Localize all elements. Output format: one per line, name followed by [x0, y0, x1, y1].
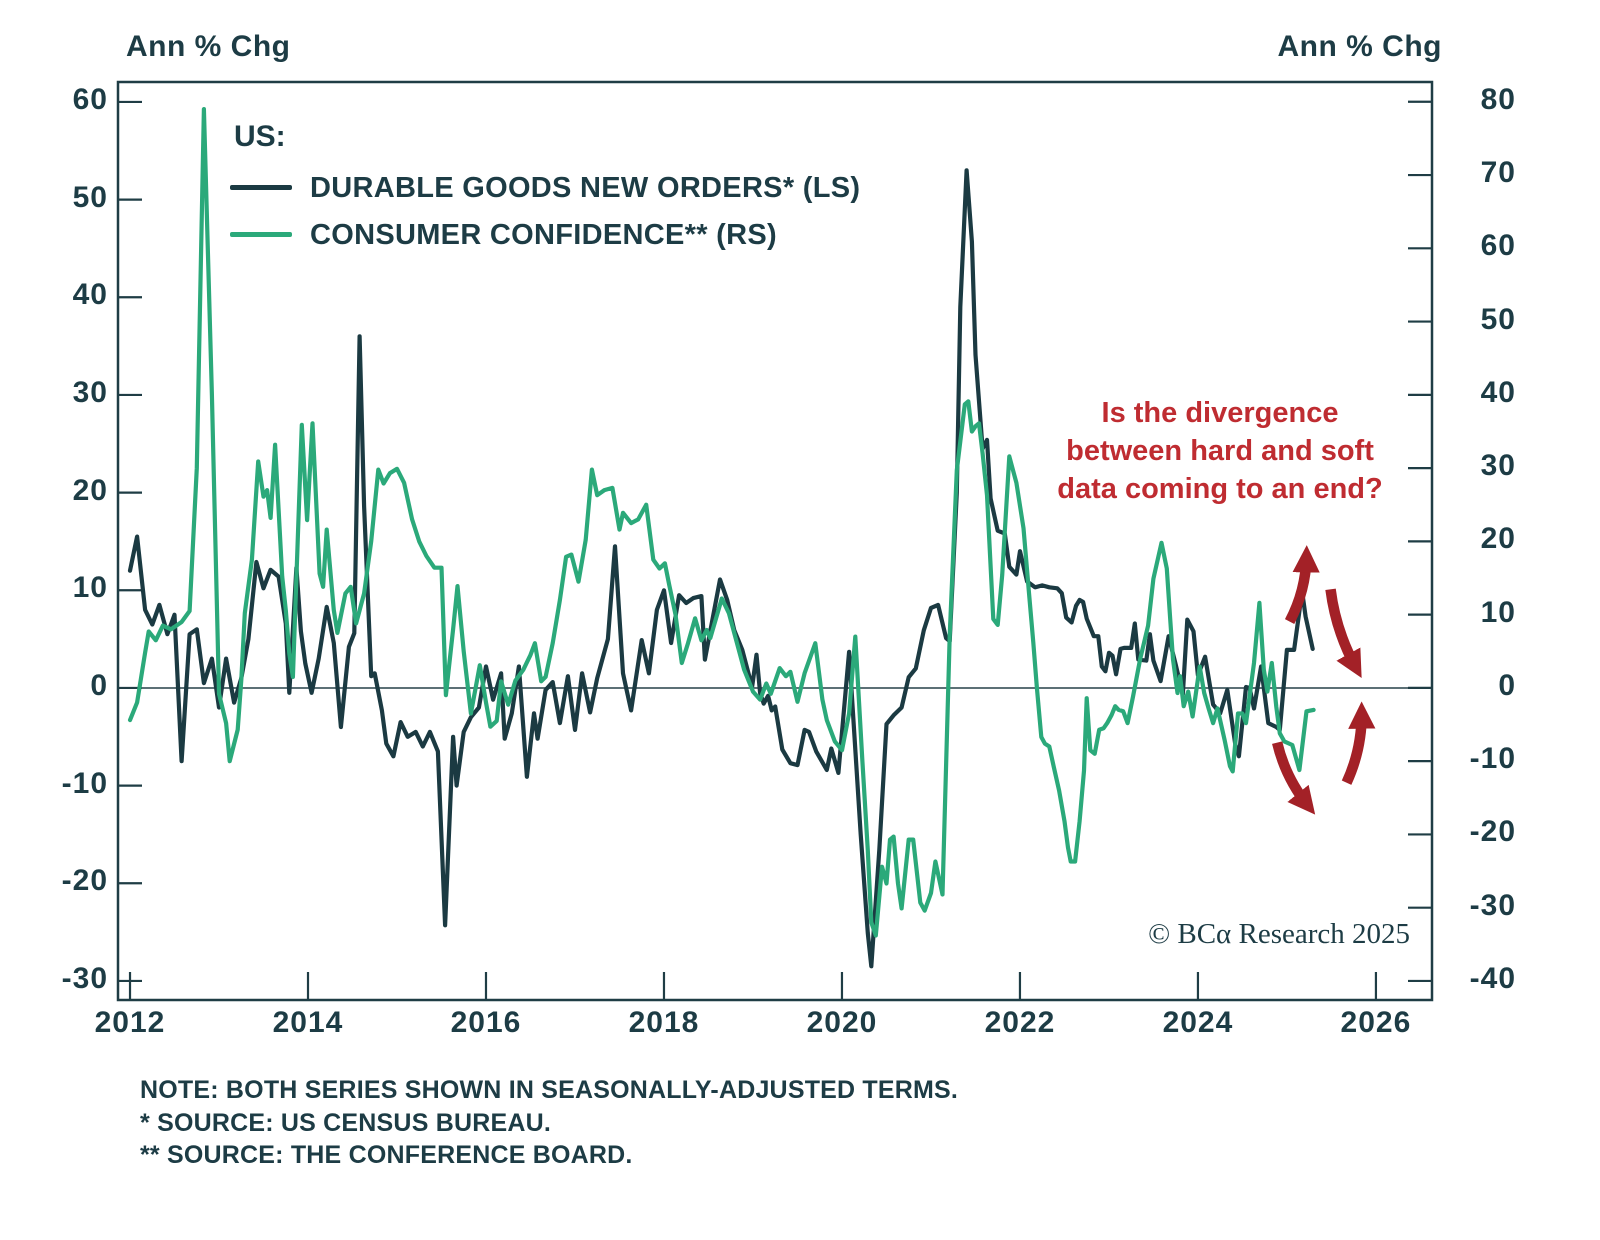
left-axis-tick-label: 60 [72, 82, 108, 116]
right-axis-tick-label: 70 [1480, 156, 1516, 190]
divergence-annotation: Is the divergence between hard and soft … [1038, 394, 1402, 508]
left-axis-tick-label: 10 [72, 571, 108, 605]
right-axis-tick-label: 0 [1498, 668, 1516, 702]
annotation-arrow-3 [1272, 741, 1316, 815]
right-axis-tick-label: -40 [1469, 961, 1516, 995]
left-axis-tick-label: 30 [72, 375, 108, 409]
legend-group-label: US: [234, 120, 286, 153]
x-axis-tick-label: 2018 [628, 1006, 700, 1039]
x-axis-tick-label: 2020 [806, 1006, 878, 1039]
right-axis-tick-label: -10 [1469, 742, 1516, 776]
footnote-source-conference-board: ** SOURCE: THE CONFERENCE BOARD. [140, 1141, 633, 1169]
legend-item-consumer-confidence: CONSUMER CONFIDENCE** (RS) [230, 219, 930, 251]
x-axis-tick-label: 2024 [1162, 1006, 1234, 1039]
footnote-note: NOTE: BOTH SERIES SHOWN IN SEASONALLY-AD… [140, 1076, 959, 1104]
left-axis-tick-label: -20 [61, 864, 108, 898]
consumer-confidence-line-swatch [230, 232, 292, 237]
right-axis-tick-label: 80 [1480, 82, 1516, 116]
footnote-source-census: * SOURCE: US CENSUS BUREAU. [140, 1108, 552, 1137]
legend-label-durable-goods: DURABLE GOODS NEW ORDERS* (LS) [310, 172, 861, 204]
right-axis-tick-label: -30 [1469, 888, 1516, 922]
footnotes: NOTE: BOTH SERIES SHOWN IN SEASONALLY-AD… [140, 1074, 958, 1172]
x-axis-tick-label: 2016 [450, 1006, 522, 1039]
annotation-line-3: data coming to an end? [1057, 473, 1383, 505]
annotation-line-1: Is the divergence [1101, 397, 1339, 429]
x-axis-tick-label: 2022 [984, 1006, 1056, 1039]
right-axis-tick-label: 10 [1480, 595, 1516, 629]
right-axis-tick-label: 50 [1480, 302, 1516, 336]
annotation-arrow-1 [1284, 545, 1320, 624]
left-axis-tick-label: 0 [90, 668, 108, 702]
durable-goods-line [127, 168, 1315, 969]
x-axis-tick-label: 2014 [272, 1006, 344, 1039]
left-axis-tick-label: 40 [72, 278, 108, 312]
legend-item-durable-goods: DURABLE GOODS NEW ORDERS* (LS) [230, 172, 930, 204]
left-axis-tick-label: 50 [72, 180, 108, 214]
durable-goods-line-swatch [230, 185, 292, 190]
right-axis-tick-label: -20 [1469, 815, 1516, 849]
right-axis-tick-label: 30 [1480, 449, 1516, 483]
legend-label-consumer-confidence: CONSUMER CONFIDENCE** (RS) [310, 219, 777, 251]
x-axis-tick-label: 2012 [94, 1006, 166, 1039]
left-axis-unit-title: Ann % Chg [126, 30, 291, 63]
x-axis-tick-label: 2026 [1340, 1006, 1412, 1039]
annotation-arrow-4 [1341, 701, 1376, 785]
right-axis-tick-label: 20 [1480, 522, 1516, 556]
right-axis-tick-label: 60 [1480, 229, 1516, 263]
left-axis-tick-label: -30 [61, 961, 108, 995]
bca-research-watermark: © BCα Research 2025 [1148, 918, 1410, 950]
left-axis-tick-label: -10 [61, 766, 108, 800]
annotation-arrow-2 [1325, 588, 1362, 678]
right-axis-tick-label: 40 [1480, 375, 1516, 409]
consumer-confidence-line [127, 106, 1316, 938]
left-axis-tick-label: 20 [72, 473, 108, 507]
right-axis-unit-title: Ann % Chg [1277, 30, 1442, 63]
annotation-line-2: between hard and soft [1066, 435, 1374, 467]
